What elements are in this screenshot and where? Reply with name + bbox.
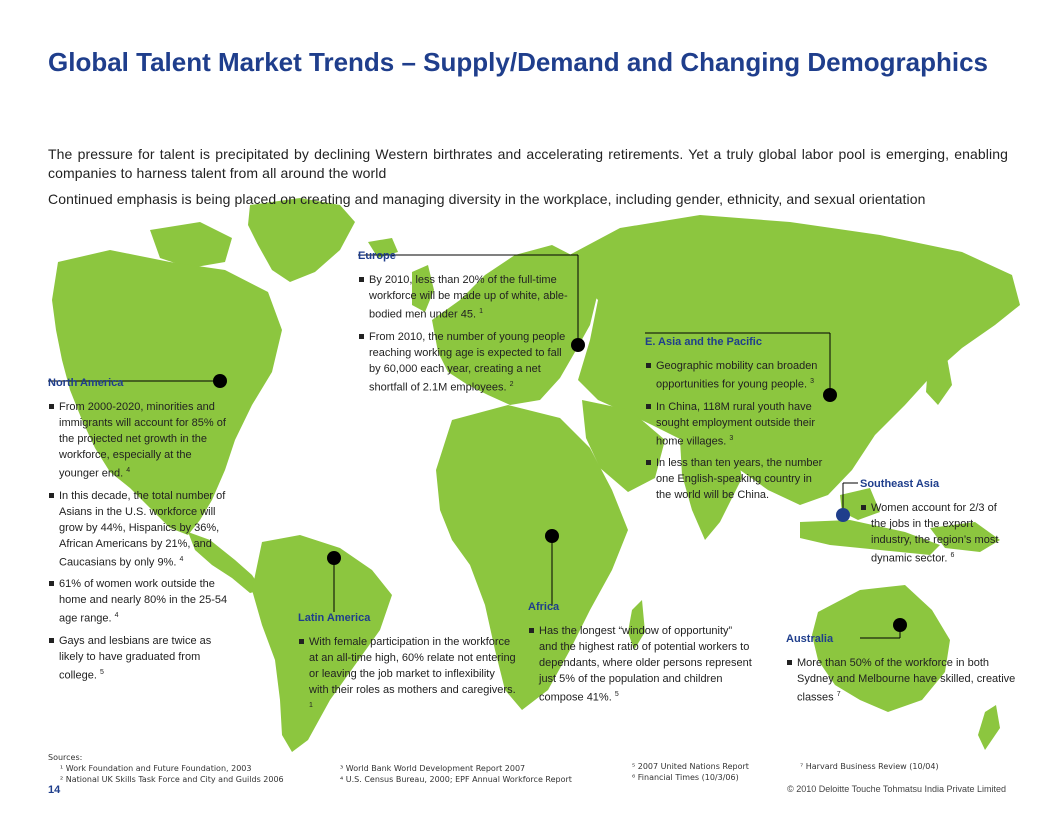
- region-bullet-text: In China, 118M rural youth have sought e…: [656, 400, 815, 448]
- region-bullet: With female participation in the workfor…: [298, 634, 516, 717]
- region-bullet: Women account for 2/3 of the jobs in the…: [860, 500, 1012, 567]
- india-shape: [680, 440, 742, 540]
- footnote-ref: 1: [309, 702, 313, 709]
- region-bullet-text: Women account for 2/3 of the jobs in the…: [871, 502, 999, 565]
- footnote-ref: 3: [810, 378, 815, 385]
- region-bullet-text: With female participation in the workfor…: [309, 636, 516, 696]
- region-bullet: From 2010, the number of young people re…: [358, 329, 573, 396]
- region-southeast-asia: Southeast Asia Women account for 2/3 of t…: [860, 476, 1012, 573]
- region-bullet-text: By 2010, less than 20% of the full-time …: [369, 274, 568, 321]
- sources-label: Sources:: [48, 753, 83, 762]
- australia-shape: [812, 585, 950, 712]
- region-bullet-list: By 2010, less than 20% of the full-time …: [358, 272, 573, 395]
- footnote-ref: 4: [114, 612, 119, 620]
- europe-shape: [432, 245, 598, 405]
- region-bullet-text: Gays and lesbians are twice as likely to…: [59, 634, 212, 682]
- region-bullet: From 2000-2020, minorities and immigrant…: [48, 399, 231, 482]
- footnote-ref: 6: [950, 552, 955, 559]
- region-bullet: In less than ten years, the number one E…: [645, 455, 823, 503]
- region-bullet-text: Has the longest “window of opportunity” …: [539, 625, 752, 704]
- region-bullet-text: In less than ten years, the number one E…: [656, 457, 823, 502]
- region-bullet: 61% of women work outside the home and n…: [48, 576, 231, 627]
- footnote-ref: 1: [479, 308, 483, 315]
- new-zealand-shape: [978, 705, 1000, 750]
- region-bullet-text: In this decade, the total number of Asia…: [59, 489, 226, 569]
- region-bullet: Geographic mobility can broaden opportun…: [645, 358, 823, 393]
- marker-east-asia: [823, 388, 837, 402]
- footnote-ref: 5: [614, 691, 619, 698]
- central-america-shape: [188, 532, 262, 593]
- north-america-shape: [52, 250, 282, 535]
- region-bullet-list: From 2000-2020, minorities and immigrant…: [48, 399, 231, 684]
- region-bullet-text: From 2000-2020, minorities and immigrant…: [59, 401, 226, 480]
- region-bullet: Gays and lesbians are twice as likely to…: [48, 633, 231, 684]
- region-africa: Africa Has the longest “window of opportu…: [528, 599, 753, 712]
- region-title: Southeast Asia: [860, 478, 940, 490]
- new-guinea-shape: [930, 522, 1000, 552]
- region-bullet-text: More than 50% of the workforce in both S…: [797, 657, 1016, 704]
- region-bullet: In this decade, the total number of Asia…: [48, 488, 231, 571]
- madagascar-shape: [628, 600, 645, 650]
- footnote-ref: 2: [509, 380, 514, 388]
- footnote-ref: 3: [729, 434, 734, 442]
- south-america-shape: [252, 535, 392, 752]
- japan-shape: [926, 352, 952, 405]
- page-title: Global Talent Market Trends – Supply/Dem…: [48, 47, 989, 77]
- marker-latin-america: [327, 551, 341, 565]
- iceland-shape: [368, 238, 398, 258]
- footnote-ref: 7: [836, 691, 841, 698]
- indonesia-shape: [800, 520, 940, 555]
- region-title: Latin America: [298, 612, 371, 624]
- region-bullet: More than 50% of the workforce in both S…: [786, 655, 1026, 706]
- source-item: ³ World Bank World Development Report 20…: [340, 764, 526, 773]
- arabia-shape: [582, 400, 665, 492]
- source-item: ⁵ 2007 United Nations Report: [632, 762, 749, 771]
- region-title: Africa: [528, 601, 560, 613]
- region-bullet-text: 61% of women work outside the home and n…: [59, 578, 228, 625]
- footnote-ref: 4: [179, 555, 184, 563]
- region-bullet: By 2010, less than 20% of the full-time …: [358, 272, 573, 323]
- region-title: E. Asia and the Pacific: [645, 336, 762, 348]
- region-bullet: In China, 118M rural youth have sought e…: [645, 399, 823, 450]
- region-bullet-list: Women account for 2/3 of the jobs in the…: [860, 500, 1012, 567]
- source-item: ⁷ Harvard Business Review (10/04): [800, 762, 939, 771]
- marker-australia: [893, 618, 907, 632]
- region-europe: Europe By 2010, less than 20% of the full…: [358, 248, 573, 401]
- region-title: North America: [48, 377, 124, 389]
- region-bullet: Has the longest “window of opportunity” …: [528, 623, 753, 706]
- footnote-ref: 5: [99, 668, 104, 676]
- footnote-ref: 4: [126, 467, 131, 474]
- marker-north-america: [213, 374, 227, 388]
- region-bullet-list: Has the longest “window of opportunity” …: [528, 623, 753, 706]
- source-item: ¹ Work Foundation and Future Foundation,…: [60, 764, 252, 773]
- region-bullet-list: With female participation in the workfor…: [298, 634, 516, 717]
- region-title: Australia: [786, 633, 834, 645]
- marker-africa: [545, 529, 559, 543]
- africa-shape: [436, 405, 628, 710]
- marker-southeast-asia: [836, 508, 850, 522]
- page-number: 14: [48, 784, 61, 796]
- region-bullet-list: Geographic mobility can broaden opportun…: [645, 358, 823, 503]
- source-item: ⁴ U.S. Census Bureau, 2000; EPF Annual W…: [340, 775, 572, 784]
- region-latin-america: Latin America With female participation i…: [298, 610, 516, 723]
- asia-shape: [560, 215, 1020, 505]
- source-item: ⁶ Financial Times (10/3/06): [632, 773, 739, 782]
- arctic-islands-shape: [150, 222, 232, 268]
- intro-paragraph-2: Continued emphasis is being placed on cr…: [48, 191, 926, 207]
- borneo-shape: [840, 488, 880, 520]
- region-bullet-text: From 2010, the number of young people re…: [369, 330, 566, 394]
- region-bullet-text: Geographic mobility can broaden opportun…: [656, 360, 818, 391]
- region-australia: Australia More than 50% of the workforce …: [786, 631, 1026, 712]
- marker-europe: [571, 338, 585, 352]
- copyright-notice: © 2010 Deloitte Touche Tohmatsu India Pr…: [787, 784, 1006, 794]
- region-north-america: North America From 2000-2020, minorities …: [48, 375, 231, 690]
- intro-paragraph-1: The pressure for talent is precipitated …: [48, 146, 1008, 181]
- region-title: Europe: [358, 250, 396, 262]
- greenland-shape: [248, 198, 355, 282]
- uk-shape: [412, 265, 434, 312]
- region-bullet-list: More than 50% of the workforce in both S…: [786, 655, 1026, 706]
- region-east-asia: E. Asia and the Pacific Geographic mobili…: [645, 334, 823, 509]
- source-item: ² National UK Skills Task Force and City…: [60, 775, 284, 784]
